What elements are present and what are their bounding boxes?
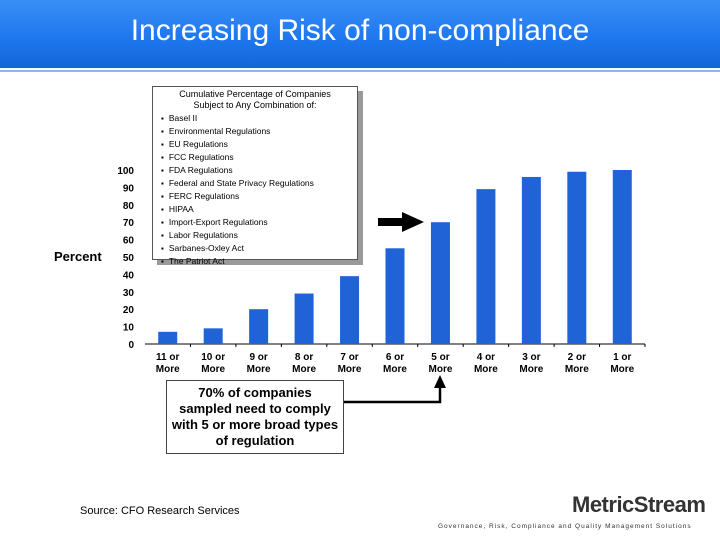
x-category-label: 1 or [613,352,631,363]
bar [203,328,223,344]
callout-box: 70% of companies sampled need to comply … [166,380,344,454]
x-category-label: More [247,364,271,375]
regulation-item: The Patriot Act [161,255,353,268]
x-category-label: More [565,364,589,375]
regulation-item: Labor Regulations [161,229,353,242]
source-citation: Source: CFO Research Services [80,505,240,517]
x-category-label: More [610,364,634,375]
y-tick-label: 80 [123,201,135,212]
chart-axes [145,343,646,347]
x-category-label: More [474,364,498,375]
y-tick-label: 70 [123,218,135,229]
regulation-item: FERC Regulations [161,190,353,203]
regulation-item: FDA Regulations [161,164,353,177]
bar [476,189,496,344]
y-tick-label: 60 [123,236,135,247]
x-category-label: 8 or [295,352,313,363]
regulation-item: Federal and State Privacy Regulations [161,177,353,190]
metricstream-logo: MetricStream [572,492,706,517]
x-category-label: More [519,364,543,375]
y-tick-label: 10 [123,323,135,334]
regulation-item: Sarbanes-Oxley Act [161,242,353,255]
x-category-label: 2 or [568,352,586,363]
x-category-label: 9 or [249,352,267,363]
x-category-label: 11 or [156,352,179,363]
y-tick-label: 0 [128,340,134,351]
regulation-item: EU Regulations [161,138,353,151]
x-category-label: More [201,364,225,375]
bar [430,222,450,344]
logo-tagline: Governance, Risk, Compliance and Quality… [438,523,692,530]
bar [340,276,360,344]
bar [249,309,269,344]
y-tick-label: 100 [117,166,134,177]
x-category-label: More [156,364,180,375]
x-category-label: 4 or [477,352,495,363]
regulation-item: Import-Export Regulations [161,216,353,229]
x-category-label: More [338,364,362,375]
x-category-label: 7 or [340,352,358,363]
chart-bars [158,170,632,344]
bar [521,176,541,344]
slide-title: Increasing Risk of non-compliance [130,14,590,47]
y-tick-label: 90 [123,183,135,194]
x-category-label: 6 or [386,352,404,363]
bar [385,248,405,344]
highlight-arrow-icon [378,212,424,232]
bar [612,170,632,344]
regulation-item: Environmental Regulations [161,125,353,138]
x-category-label: More [292,364,316,375]
bar [567,171,587,344]
y-tick-label: 20 [123,305,135,316]
regulations-list: Basel IIEnvironmental RegulationsEU Regu… [157,112,353,268]
y-tick-label: 40 [123,270,135,281]
x-category-label: More [429,364,453,375]
x-category-label: 10 or [201,352,225,363]
x-category-label: 3 or [522,352,540,363]
callout-connector-arrow-icon [434,375,446,388]
x-category-label: More [383,364,407,375]
slide-header [0,0,720,68]
y-tick-label: 30 [123,288,135,299]
callout-connector-line [344,385,442,404]
regulation-item: HIPAA [161,203,353,216]
bar [294,293,314,344]
y-tick-label: 50 [123,253,135,264]
regulations-box-title: Cumulative Percentage of Companies Subje… [179,89,331,110]
x-category-label: 5 or [431,352,449,363]
regulations-box: Cumulative Percentage of Companies Subje… [152,86,358,266]
y-axis-label: Percent [54,249,102,264]
regulation-item: Basel II [161,112,353,125]
regulation-item: FCC Regulations [161,151,353,164]
header-divider [0,70,720,72]
bar [158,331,178,344]
